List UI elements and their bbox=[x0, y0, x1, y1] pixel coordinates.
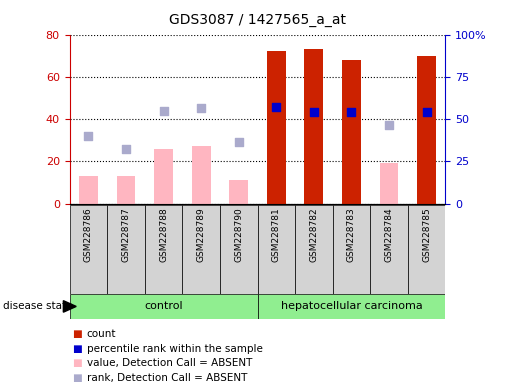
Point bbox=[347, 109, 355, 115]
Text: GSM228785: GSM228785 bbox=[422, 207, 431, 262]
FancyBboxPatch shape bbox=[258, 205, 295, 294]
Text: GSM228790: GSM228790 bbox=[234, 207, 243, 262]
Point bbox=[160, 108, 168, 114]
FancyBboxPatch shape bbox=[107, 205, 145, 294]
Text: GSM228786: GSM228786 bbox=[84, 207, 93, 262]
FancyBboxPatch shape bbox=[145, 205, 182, 294]
Bar bbox=[116, 176, 135, 204]
FancyBboxPatch shape bbox=[220, 205, 258, 294]
Text: GDS3087 / 1427565_a_at: GDS3087 / 1427565_a_at bbox=[169, 13, 346, 27]
FancyBboxPatch shape bbox=[182, 205, 220, 294]
Text: ■: ■ bbox=[72, 358, 82, 368]
Point bbox=[84, 133, 93, 139]
Bar bbox=[417, 56, 436, 204]
Bar bbox=[192, 147, 211, 204]
Text: GSM228782: GSM228782 bbox=[310, 207, 318, 262]
FancyBboxPatch shape bbox=[70, 294, 258, 319]
Text: GSM228787: GSM228787 bbox=[122, 207, 130, 262]
Bar bbox=[79, 176, 98, 204]
Bar bbox=[154, 149, 173, 204]
Text: GSM228788: GSM228788 bbox=[159, 207, 168, 262]
Bar bbox=[380, 164, 399, 204]
Text: disease state: disease state bbox=[3, 301, 72, 311]
Text: ■: ■ bbox=[72, 329, 82, 339]
Text: count: count bbox=[87, 329, 116, 339]
FancyBboxPatch shape bbox=[70, 205, 107, 294]
Point bbox=[272, 104, 280, 110]
Text: hepatocellular carcinoma: hepatocellular carcinoma bbox=[281, 301, 422, 311]
Text: ■: ■ bbox=[72, 373, 82, 383]
Bar bbox=[267, 51, 286, 204]
FancyBboxPatch shape bbox=[258, 294, 445, 319]
Text: value, Detection Call = ABSENT: value, Detection Call = ABSENT bbox=[87, 358, 252, 368]
Text: rank, Detection Call = ABSENT: rank, Detection Call = ABSENT bbox=[87, 373, 247, 383]
Bar bbox=[304, 50, 323, 204]
Text: percentile rank within the sample: percentile rank within the sample bbox=[87, 344, 263, 354]
Text: GSM228783: GSM228783 bbox=[347, 207, 356, 262]
Text: control: control bbox=[144, 301, 183, 311]
Point bbox=[235, 139, 243, 146]
Point bbox=[423, 109, 431, 115]
Bar bbox=[229, 180, 248, 204]
FancyBboxPatch shape bbox=[333, 205, 370, 294]
Point bbox=[122, 146, 130, 152]
Text: GSM228789: GSM228789 bbox=[197, 207, 205, 262]
Point bbox=[310, 109, 318, 115]
Text: ■: ■ bbox=[72, 344, 82, 354]
FancyBboxPatch shape bbox=[295, 205, 333, 294]
Text: GSM228781: GSM228781 bbox=[272, 207, 281, 262]
FancyBboxPatch shape bbox=[370, 205, 408, 294]
FancyBboxPatch shape bbox=[408, 205, 445, 294]
Bar bbox=[342, 60, 361, 204]
Point bbox=[385, 122, 393, 129]
Text: GSM228784: GSM228784 bbox=[385, 207, 393, 262]
Point bbox=[197, 106, 205, 112]
